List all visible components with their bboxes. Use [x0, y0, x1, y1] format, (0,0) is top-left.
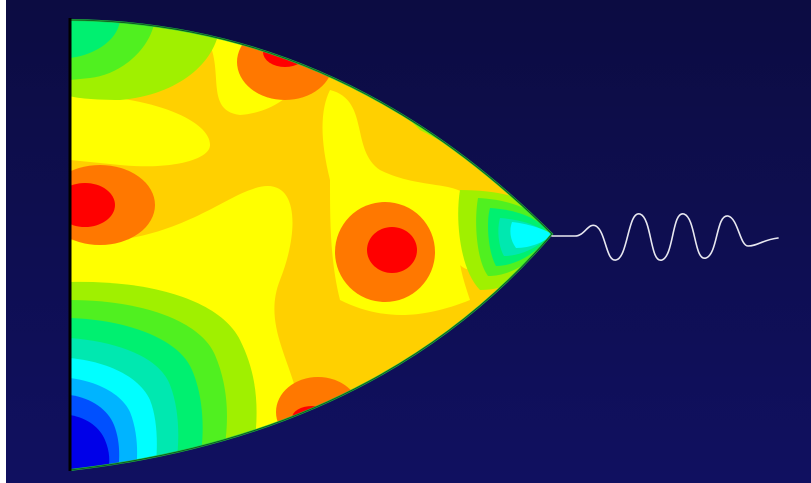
signal-waveform — [551, 213, 779, 261]
contour-field — [70, 20, 552, 470]
green-bands — [70, 20, 552, 470]
